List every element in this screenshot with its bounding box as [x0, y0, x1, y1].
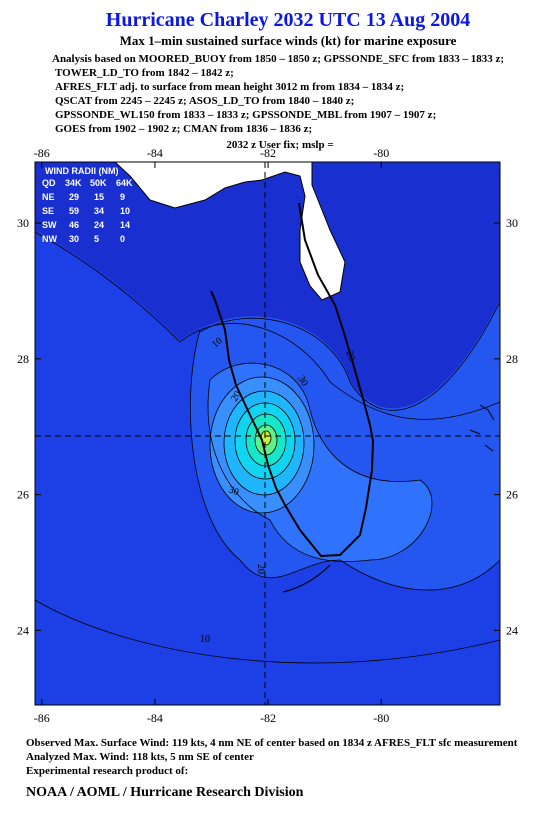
y-tick-label: 30 [17, 216, 29, 230]
title: Hurricane Charley 2032 UTC 13 Aug 2004 [106, 9, 470, 31]
y-tick-label: 24 [17, 623, 29, 637]
x-tick-label: -82 [260, 711, 276, 725]
y-tick-label: 28 [17, 352, 29, 366]
radii-cell: 10 [120, 206, 130, 216]
x-tick-label: -82 [260, 146, 276, 160]
y-tick-label: 26 [17, 488, 29, 502]
analysis-line: GOES from 1902 – 1902 z; CMAN from 1836 … [55, 123, 312, 135]
contour-label: 20 [255, 564, 266, 574]
radii-cell: 9 [120, 192, 125, 202]
x-tick-label: -84 [147, 146, 163, 160]
radii-header: QD [42, 178, 56, 188]
radii-cell: 59 [69, 206, 79, 216]
x-tick-label: -80 [373, 146, 389, 160]
radii-cell: 34 [94, 206, 104, 216]
radii-cell: 24 [94, 220, 104, 230]
contour-label: 10 [200, 634, 210, 645]
radii-header: 34K [65, 178, 82, 188]
analysis-line: TOWER_LD_TO from 1842 – 1842 z; [55, 67, 234, 79]
y-tick-label: 28 [506, 352, 518, 366]
radii-cell: SW [42, 220, 57, 230]
subtitle: Max 1–min sustained surface winds (kt) f… [120, 33, 457, 48]
radii-cell: 0 [120, 234, 125, 244]
radii-cell: 29 [69, 192, 79, 202]
analysis-lines: Analysis based on MOORED_BUOY from 1850 … [52, 53, 504, 151]
contour-label: 20 [229, 389, 244, 403]
islands [469, 404, 495, 452]
radii-header: 50K [90, 178, 107, 188]
map-frame [34, 161, 501, 706]
x-tick-label: -84 [147, 711, 163, 725]
observed-max: Observed Max. Surface Wind: 119 kts, 4 n… [26, 737, 518, 749]
ticks: -86 -86 -84 -84 -82 -82 -80 -80 24 24 26 26 28 28 30 30 [17, 146, 518, 725]
contour-label: 30 [227, 484, 240, 498]
analysis-line: QSCAT from 2245 – 2245 z; ASOS_LD_TO fro… [55, 95, 354, 107]
radii-cell: NE [42, 192, 55, 202]
analysis-line: GPSSONDE_WL150 from 1833 – 1833 z; GPSSO… [55, 109, 436, 121]
wind-radii: WIND RADII (NM) QD 34K 50K 64K NE 29 15 9 SE 59 34 1… [42, 166, 133, 244]
land [114, 162, 346, 301]
y-tick-label: 24 [506, 623, 518, 637]
coastline [210, 202, 375, 558]
radii-header: 64K [116, 178, 133, 188]
radii-cell: 30 [69, 234, 79, 244]
x-tick-label: -86 [34, 146, 50, 160]
analysis-line: AFRES_FLT adj. to surface from mean heig… [55, 81, 404, 93]
keys [282, 564, 331, 593]
radii-cell: NW [42, 234, 57, 244]
radii-cell: 14 [120, 220, 130, 230]
analyzed-max: Analyzed Max. Wind: 118 kts, 5 nm SE of … [26, 751, 254, 763]
note: Experimental research product of: [26, 765, 188, 777]
radii-cell: 15 [94, 192, 104, 202]
x-tick-label: -80 [373, 711, 389, 725]
wind-region [35, 162, 500, 418]
analysis-line: 2032 z User fix; mslp = [226, 139, 333, 151]
y-tick-label: 26 [506, 488, 518, 502]
contours [35, 231, 500, 664]
map: WIND RADII (NM) QD 34K 50K 64K NE 29 15 9 SE 59 34 1… [35, 162, 500, 705]
analysis-line: Analysis based on MOORED_BUOY from 1850 … [52, 53, 504, 65]
radii-title: WIND RADII (NM) [45, 166, 119, 176]
x-tick-label: -86 [34, 711, 50, 725]
org: NOAA / AOML / Hurricane Research Divisio… [26, 785, 304, 800]
y-tick-label: 30 [506, 216, 518, 230]
contour-label: 20 [343, 349, 357, 362]
radii-cell: 5 [94, 234, 99, 244]
radii-cell: 46 [69, 220, 79, 230]
contour-label: 30 [295, 374, 310, 388]
radii-cell: SE [42, 206, 54, 216]
